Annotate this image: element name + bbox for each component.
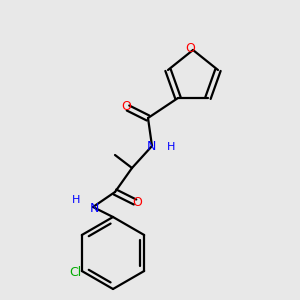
Text: Cl: Cl bbox=[70, 266, 82, 278]
Text: N: N bbox=[89, 202, 99, 214]
Text: O: O bbox=[121, 100, 131, 113]
Text: O: O bbox=[132, 196, 142, 209]
Text: H: H bbox=[72, 195, 80, 205]
Text: N: N bbox=[146, 140, 156, 152]
Text: O: O bbox=[185, 43, 195, 56]
Text: H: H bbox=[167, 142, 175, 152]
